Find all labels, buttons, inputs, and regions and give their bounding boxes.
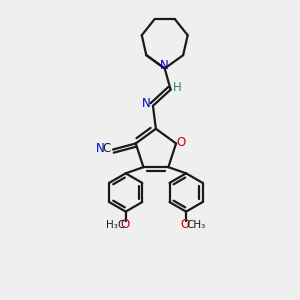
Text: O: O xyxy=(121,218,130,231)
Text: CH₃: CH₃ xyxy=(186,220,205,230)
Text: C: C xyxy=(102,142,111,155)
Text: H: H xyxy=(173,81,182,94)
Text: N: N xyxy=(160,59,169,72)
Text: O: O xyxy=(177,136,186,149)
Text: N: N xyxy=(142,97,150,110)
Text: H₃C: H₃C xyxy=(106,220,125,230)
Text: N: N xyxy=(96,142,104,155)
Text: O: O xyxy=(181,218,190,231)
